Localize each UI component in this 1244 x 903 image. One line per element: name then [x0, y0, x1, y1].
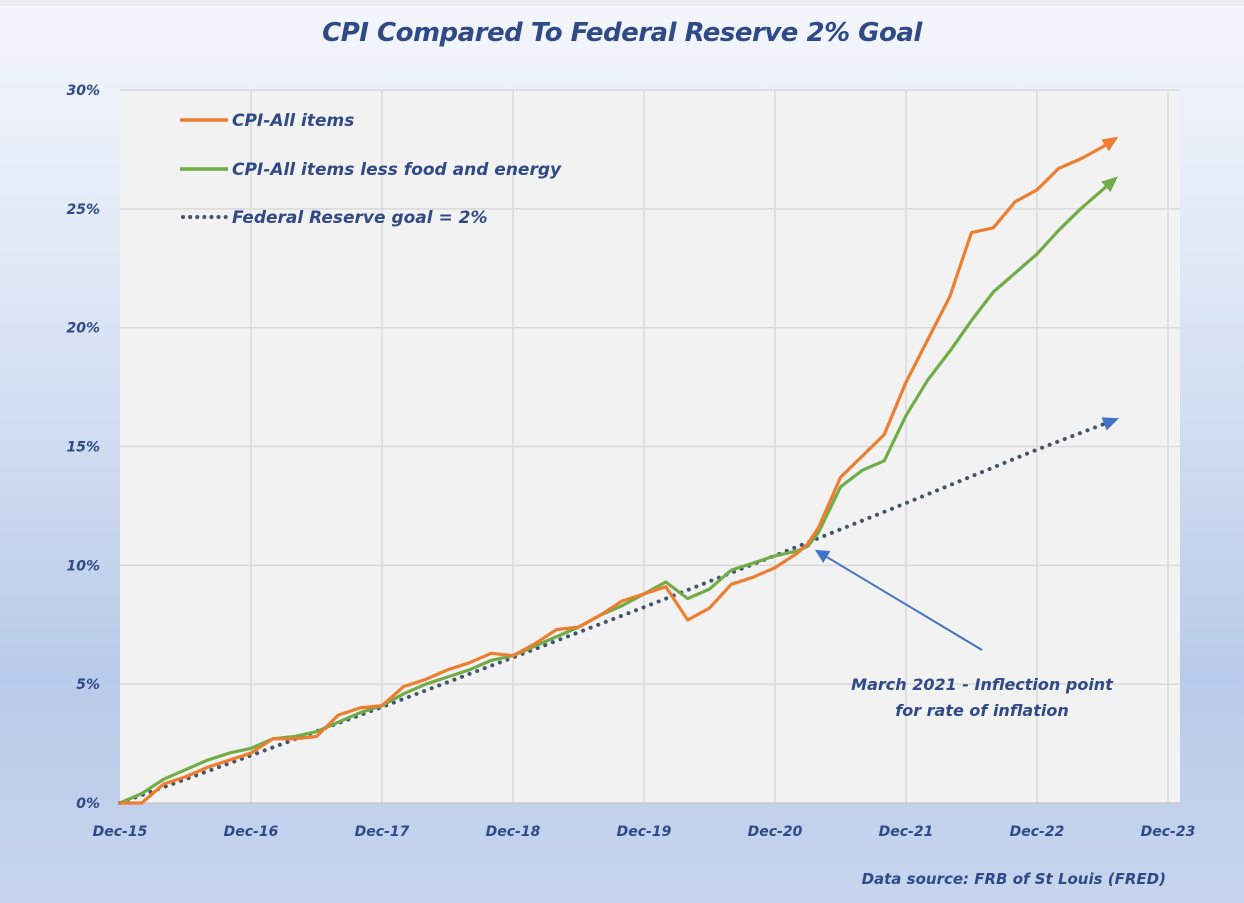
y-tick-label: 10%: [66, 558, 100, 574]
annotation-text-line-2: for rate of inflation: [895, 701, 1068, 720]
series-group: [118, 136, 1120, 805]
x-tick-label: Dec-19: [617, 824, 672, 840]
y-tick-label: 0%: [76, 796, 100, 812]
series-line-1: [118, 178, 1116, 805]
data-source-note: Data source: FRB of St Louis (FRED): [862, 870, 1166, 888]
y-tick-label: 15%: [66, 440, 100, 456]
y-axis: 0% 5% 10% 15% 20% 25% 30%: [66, 83, 100, 812]
series-line-0: [118, 138, 1116, 805]
legend-label-0: CPI-All items: [232, 111, 354, 131]
x-tick-label: Dec-21: [879, 824, 934, 840]
gridlines: [120, 89, 1180, 804]
legend-label-1: CPI-All items less food and energy: [232, 160, 562, 180]
legend: CPI-All items CPI-All items less food and…: [180, 111, 562, 228]
x-tick-label: Dec-23: [1141, 824, 1196, 840]
annotation-arrow: [814, 549, 983, 651]
series-arrowhead-2: [1101, 417, 1120, 431]
y-tick-label: 25%: [66, 202, 100, 218]
x-axis: Dec-15 Dec-16 Dec-17 Dec-18 Dec-19 Dec-20 Dec-…: [93, 824, 1196, 840]
x-tick-label: Dec-16: [224, 824, 279, 840]
top-border: [0, 0, 1244, 6]
series-arrowhead-1: [1101, 176, 1118, 193]
y-tick-label: 30%: [66, 83, 100, 99]
x-tick-label: Dec-17: [355, 824, 410, 840]
y-tick-label: 20%: [66, 321, 100, 337]
x-tick-label: Dec-15: [93, 824, 148, 840]
x-tick-label: Dec-20: [748, 824, 803, 840]
x-tick-label: Dec-18: [486, 824, 541, 840]
y-tick-label: 5%: [76, 677, 100, 693]
x-tick-label: Dec-22: [1010, 824, 1065, 840]
annotation: March 2021 - Inflection point for rate o…: [814, 549, 1114, 720]
chart-title: CPI Compared To Federal Reserve 2% Goal: [322, 18, 922, 48]
series-arrowhead-0: [1101, 136, 1119, 152]
legend-label-2: Federal Reserve goal = 2%: [232, 208, 488, 228]
annotation-text-line-1: March 2021 - Inflection point: [851, 675, 1114, 694]
